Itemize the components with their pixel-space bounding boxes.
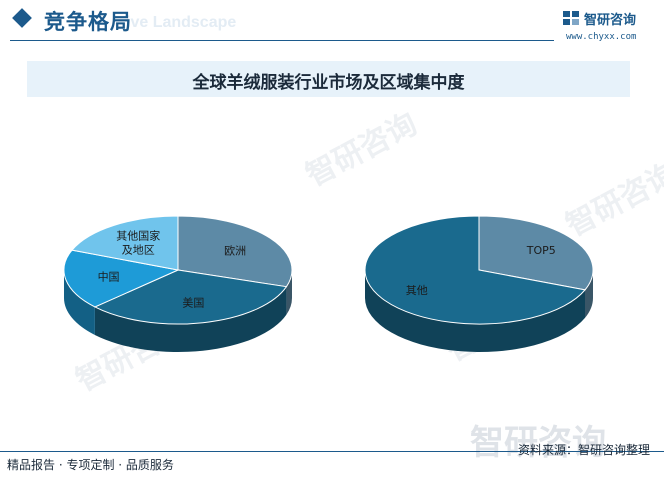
pie2-label-2: 其他 — [406, 284, 428, 297]
header-subtitle: ive Landscape — [126, 14, 237, 31]
watermark: 智研咨询 — [470, 423, 606, 463]
pie1-label-1: 欧洲 — [224, 244, 246, 257]
pie1-label-4: 其他国家及地区 — [116, 228, 160, 256]
footer-divider — [0, 451, 664, 452]
brand-name: 智研咨询 — [584, 13, 637, 28]
chart-title-banner: 全球羊绒服装行业市场及区域集中度 — [27, 61, 630, 97]
pie2-slice-2 — [364, 215, 586, 325]
brand-url: www.chyxx.com — [566, 32, 637, 42]
pie1-slice-4 — [71, 215, 179, 271]
pie1-slice-side-1 — [286, 270, 292, 315]
brand-logo-icon — [563, 11, 579, 25]
pie2-slice-1 — [478, 215, 594, 291]
data-source: 资料来源：智研咨询整理 — [517, 443, 650, 457]
footer-slogan: 精品报告 · 专项定制 · 品质服务 — [7, 458, 174, 472]
pie1-slice-3 — [63, 249, 180, 308]
pie1-label-2: 美国 — [182, 297, 204, 310]
chart-title: 全球羊绒服装行业市场及区域集中度 — [192, 73, 465, 93]
pie1-slice-side-3 — [64, 270, 95, 335]
pie2-slice-side-2 — [365, 270, 585, 352]
header-divider — [10, 40, 554, 41]
pie1-slice-1 — [177, 215, 293, 288]
pie1-slice-side-2 — [94, 286, 287, 352]
pie2-slice-side-1 — [584, 270, 593, 318]
header: ive Landscape 竞争格局 智研咨询 www.chyxx.com — [0, 0, 664, 46]
pie1-slice-2 — [93, 269, 288, 325]
page-title: 竞争格局 — [44, 10, 132, 34]
pie1-label-3: 中国 — [98, 270, 120, 283]
pie2-label-1: TOP5 — [526, 244, 556, 257]
